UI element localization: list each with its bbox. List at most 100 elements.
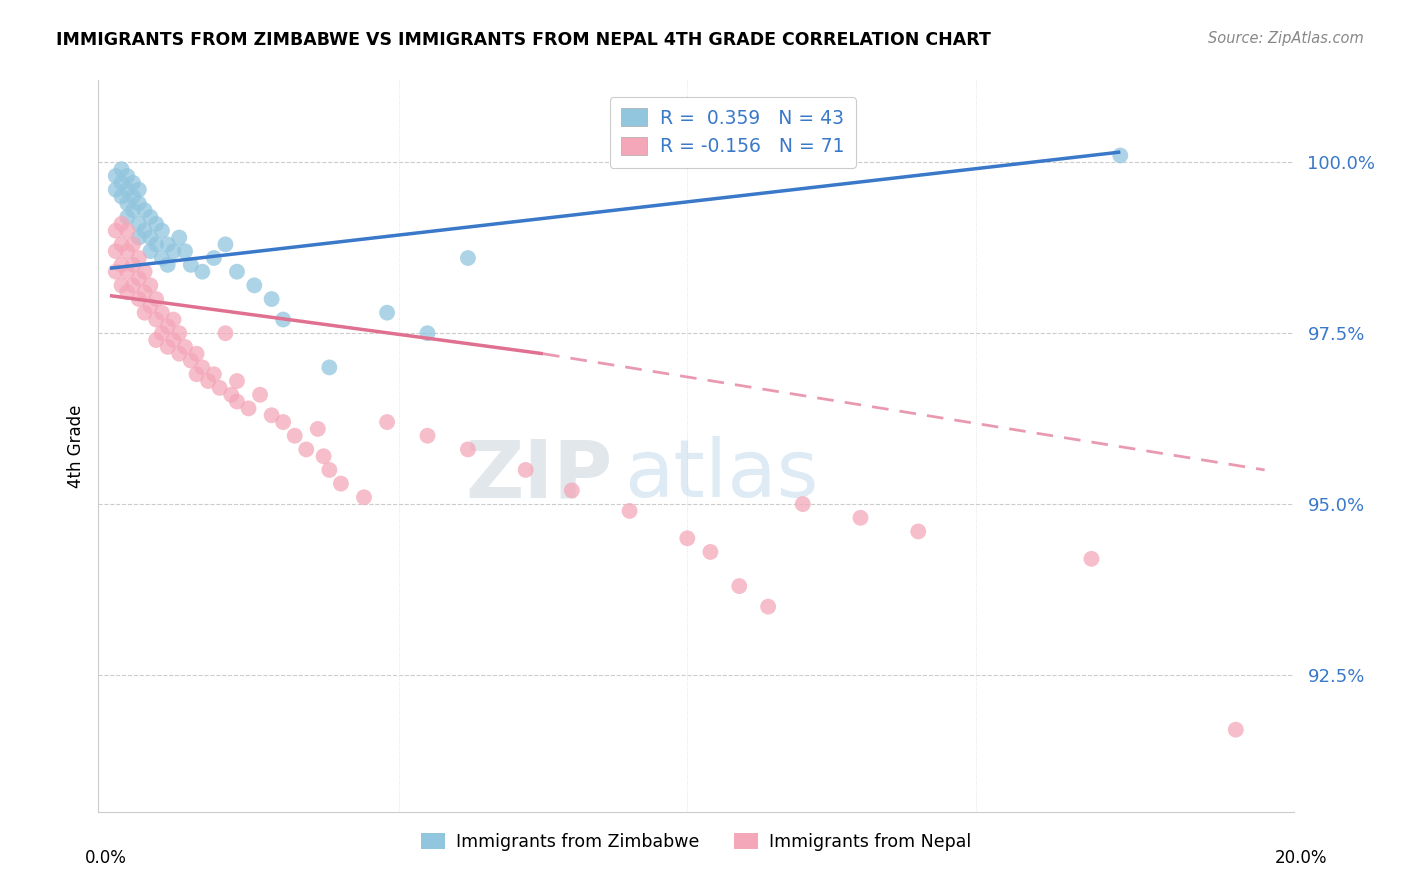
Point — [156, 319, 179, 334]
Point — [174, 340, 197, 354]
Point — [238, 401, 260, 416]
Point — [849, 510, 872, 524]
Point — [128, 251, 150, 265]
Point — [156, 258, 179, 272]
Point — [145, 237, 167, 252]
Point — [150, 306, 173, 320]
Point — [329, 476, 352, 491]
Point — [619, 504, 641, 518]
Text: ZIP: ZIP — [465, 436, 613, 515]
Point — [186, 347, 208, 361]
Point — [180, 258, 202, 272]
Point — [128, 217, 150, 231]
Point — [110, 162, 132, 177]
Point — [180, 353, 202, 368]
Point — [104, 244, 127, 259]
Point — [128, 183, 150, 197]
Point — [375, 306, 398, 320]
Point — [139, 278, 162, 293]
Point — [117, 224, 139, 238]
Point — [295, 442, 318, 457]
Point — [167, 347, 190, 361]
Point — [756, 599, 779, 614]
Point — [174, 244, 197, 259]
Point — [226, 265, 249, 279]
Point — [122, 258, 145, 272]
Point — [134, 265, 156, 279]
Point — [167, 326, 190, 341]
Point — [353, 490, 375, 504]
Point — [117, 210, 139, 224]
Text: Source: ZipAtlas.com: Source: ZipAtlas.com — [1208, 31, 1364, 46]
Point — [128, 230, 150, 244]
Point — [260, 409, 283, 423]
Point — [186, 368, 208, 382]
Point — [156, 340, 179, 354]
Point — [145, 292, 167, 306]
Point — [249, 388, 271, 402]
Point — [145, 312, 167, 326]
Point — [202, 251, 225, 265]
Point — [307, 422, 329, 436]
Point — [318, 360, 340, 375]
Point — [318, 463, 340, 477]
Point — [162, 312, 184, 326]
Point — [243, 278, 266, 293]
Point — [134, 285, 156, 300]
Text: IMMIGRANTS FROM ZIMBABWE VS IMMIGRANTS FROM NEPAL 4TH GRADE CORRELATION CHART: IMMIGRANTS FROM ZIMBABWE VS IMMIGRANTS F… — [56, 31, 991, 49]
Point — [122, 189, 145, 203]
Point — [110, 278, 132, 293]
Point — [312, 449, 335, 463]
Point — [122, 203, 145, 218]
Point — [110, 189, 132, 203]
Point — [271, 312, 294, 326]
Point — [145, 333, 167, 347]
Text: 0.0%: 0.0% — [84, 849, 127, 867]
Point — [167, 230, 190, 244]
Point — [110, 217, 132, 231]
Point — [117, 285, 139, 300]
Point — [214, 237, 236, 252]
Point — [134, 306, 156, 320]
Point — [150, 326, 173, 341]
Point — [202, 368, 225, 382]
Point — [416, 326, 439, 341]
Point — [122, 176, 145, 190]
Point — [699, 545, 721, 559]
Point — [416, 429, 439, 443]
Point — [110, 176, 132, 190]
Point — [1109, 148, 1132, 162]
Point — [110, 258, 132, 272]
Point — [208, 381, 231, 395]
Point — [728, 579, 751, 593]
Point — [191, 360, 214, 375]
Point — [134, 203, 156, 218]
Point — [162, 333, 184, 347]
Legend: Immigrants from Zimbabwe, Immigrants from Nepal: Immigrants from Zimbabwe, Immigrants fro… — [415, 826, 977, 858]
Point — [117, 169, 139, 183]
Point — [375, 415, 398, 429]
Point — [226, 374, 249, 388]
Point — [139, 230, 162, 244]
Point — [907, 524, 929, 539]
Point — [457, 442, 479, 457]
Point — [117, 265, 139, 279]
Point — [214, 326, 236, 341]
Point — [226, 394, 249, 409]
Point — [676, 531, 699, 545]
Point — [162, 244, 184, 259]
Point — [117, 183, 139, 197]
Point — [117, 196, 139, 211]
Point — [1080, 551, 1102, 566]
Point — [219, 388, 242, 402]
Point — [104, 265, 127, 279]
Point — [104, 183, 127, 197]
Point — [792, 497, 814, 511]
Point — [139, 210, 162, 224]
Point — [197, 374, 219, 388]
Point — [104, 224, 127, 238]
Point — [117, 244, 139, 259]
Point — [150, 251, 173, 265]
Point — [191, 265, 214, 279]
Point — [1225, 723, 1247, 737]
